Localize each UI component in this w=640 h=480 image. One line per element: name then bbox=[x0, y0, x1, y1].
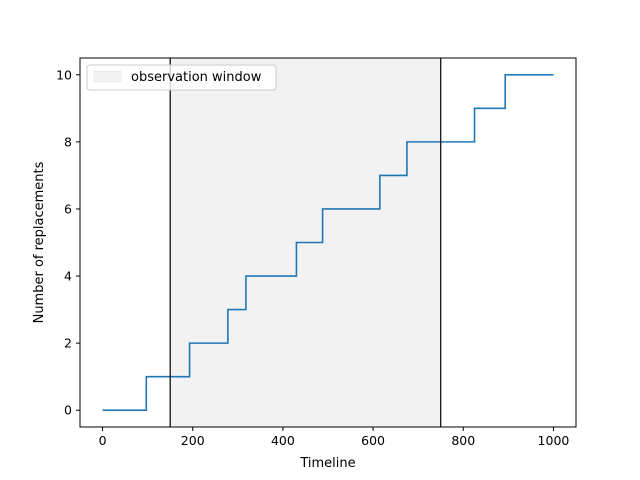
y-tick-label: 6 bbox=[64, 201, 72, 216]
y-tick-label: 4 bbox=[64, 269, 72, 284]
x-tick-label: 1000 bbox=[538, 433, 570, 448]
legend: observation window bbox=[86, 64, 277, 91]
window-boundary-layer bbox=[169, 58, 442, 427]
x-tick-label: 800 bbox=[451, 433, 475, 448]
y-axis-label: Number of replacements bbox=[32, 161, 47, 323]
y-tick-label: 10 bbox=[56, 67, 72, 82]
legend-swatch-observation-window bbox=[93, 70, 122, 83]
legend-box bbox=[86, 64, 277, 91]
y-tick-label: 0 bbox=[64, 403, 72, 418]
y-tick-label: 2 bbox=[64, 336, 72, 351]
x-axis-ticks: 0 200 400 600 800 1000 bbox=[99, 427, 570, 448]
series-line-0 bbox=[102, 73, 554, 412]
x-tick-label: 200 bbox=[181, 433, 205, 448]
legend-label-observation-window: observation window bbox=[131, 70, 262, 85]
y-tick-label: 8 bbox=[64, 134, 72, 149]
y-axis-ticks: 0 2 4 6 8 10 bbox=[56, 67, 80, 418]
x-tick-label: 600 bbox=[361, 433, 385, 448]
series-layer bbox=[102, 73, 554, 412]
x-axis-label: Timeline bbox=[299, 456, 355, 471]
x-tick-label: 400 bbox=[271, 433, 295, 448]
plot-frame bbox=[79, 57, 577, 428]
x-tick-label: 0 bbox=[99, 433, 107, 448]
